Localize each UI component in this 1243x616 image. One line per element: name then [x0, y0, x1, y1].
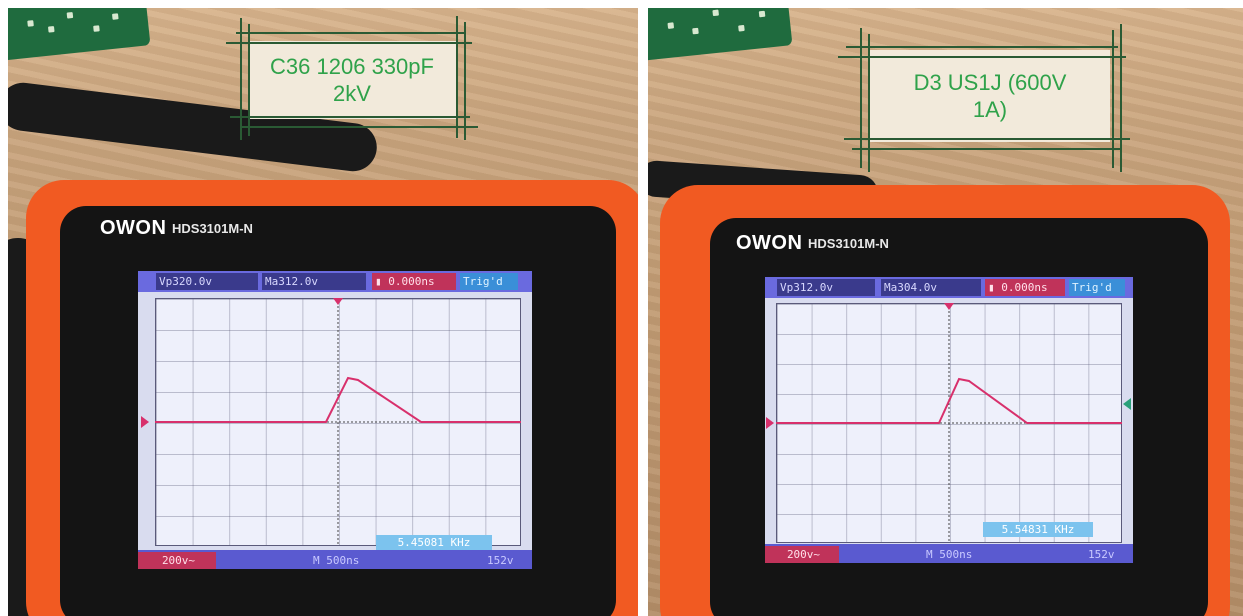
trigger-position-marker — [944, 303, 954, 310]
brand-logo: OWON — [736, 232, 803, 254]
top-status-bar: Vp312.0v Ma304.0v ▮ 0.000ns Trig'd — [765, 277, 1133, 298]
component-label: C36 1206 330pF 2kV — [248, 41, 456, 119]
channel-ground-marker — [766, 417, 774, 429]
time-offset-readout: ▮ 0.000ns — [985, 279, 1065, 296]
waveform-svg — [766, 303, 1131, 543]
top-status-bar: Vp320.0v Ma312.0v ▮ 0.000ns Trig'd — [138, 271, 532, 292]
trigger-level-marker — [1123, 398, 1131, 410]
bottom-status-bar: 200v~ M 500ns 152v — [138, 550, 532, 569]
time-offset-readout: ▮ 0.000ns — [372, 273, 456, 290]
scope-screen: Vp312.0v Ma304.0v ▮ 0.000ns Trig'd 5.548… — [762, 274, 1136, 566]
extra-readout: 152v — [1088, 548, 1115, 561]
model-name: HDS3101M-N — [808, 236, 889, 251]
brand-logo: OWON — [100, 217, 167, 239]
ma-readout: Ma304.0v — [881, 279, 981, 296]
volts-per-div: 200v~ — [138, 552, 216, 569]
timebase: M 500ns — [926, 548, 973, 561]
bottom-status-bar: 200v~ M 500ns 152v — [765, 544, 1133, 563]
model-name: HDS3101M-N — [172, 221, 253, 236]
waveform-trace — [155, 376, 521, 423]
frequency-readout: 5.54831 KHz — [983, 522, 1093, 537]
extra-readout: 152v — [487, 554, 514, 567]
volts-per-div: 200v~ — [765, 546, 839, 563]
trigger-status: Trig'd — [1069, 279, 1125, 296]
ma-readout: Ma312.0v — [262, 273, 366, 290]
waveform-trace — [776, 377, 1122, 424]
scope-screen: Vp320.0v Ma312.0v ▮ 0.000ns Trig'd 5.450… — [135, 268, 535, 572]
component-label: D3 US1J (600V 1A) — [870, 50, 1110, 142]
vp-readout: Vp312.0v — [777, 279, 875, 296]
waveform-svg — [141, 298, 521, 546]
trigger-position-marker — [333, 298, 343, 305]
photo-capacitor: C36 1206 330pF 2kV OWON HDS3101M-N Vp320… — [8, 8, 638, 616]
photo-diode: D3 US1J (600V 1A) OWON HDS3101M-N Vp312.… — [648, 8, 1243, 616]
frequency-readout: 5.45081 KHz — [376, 535, 492, 550]
channel-ground-marker — [141, 416, 149, 428]
vp-readout: Vp320.0v — [156, 273, 258, 290]
timebase: M 500ns — [313, 554, 360, 567]
trigger-status: Trig'd — [460, 273, 518, 290]
